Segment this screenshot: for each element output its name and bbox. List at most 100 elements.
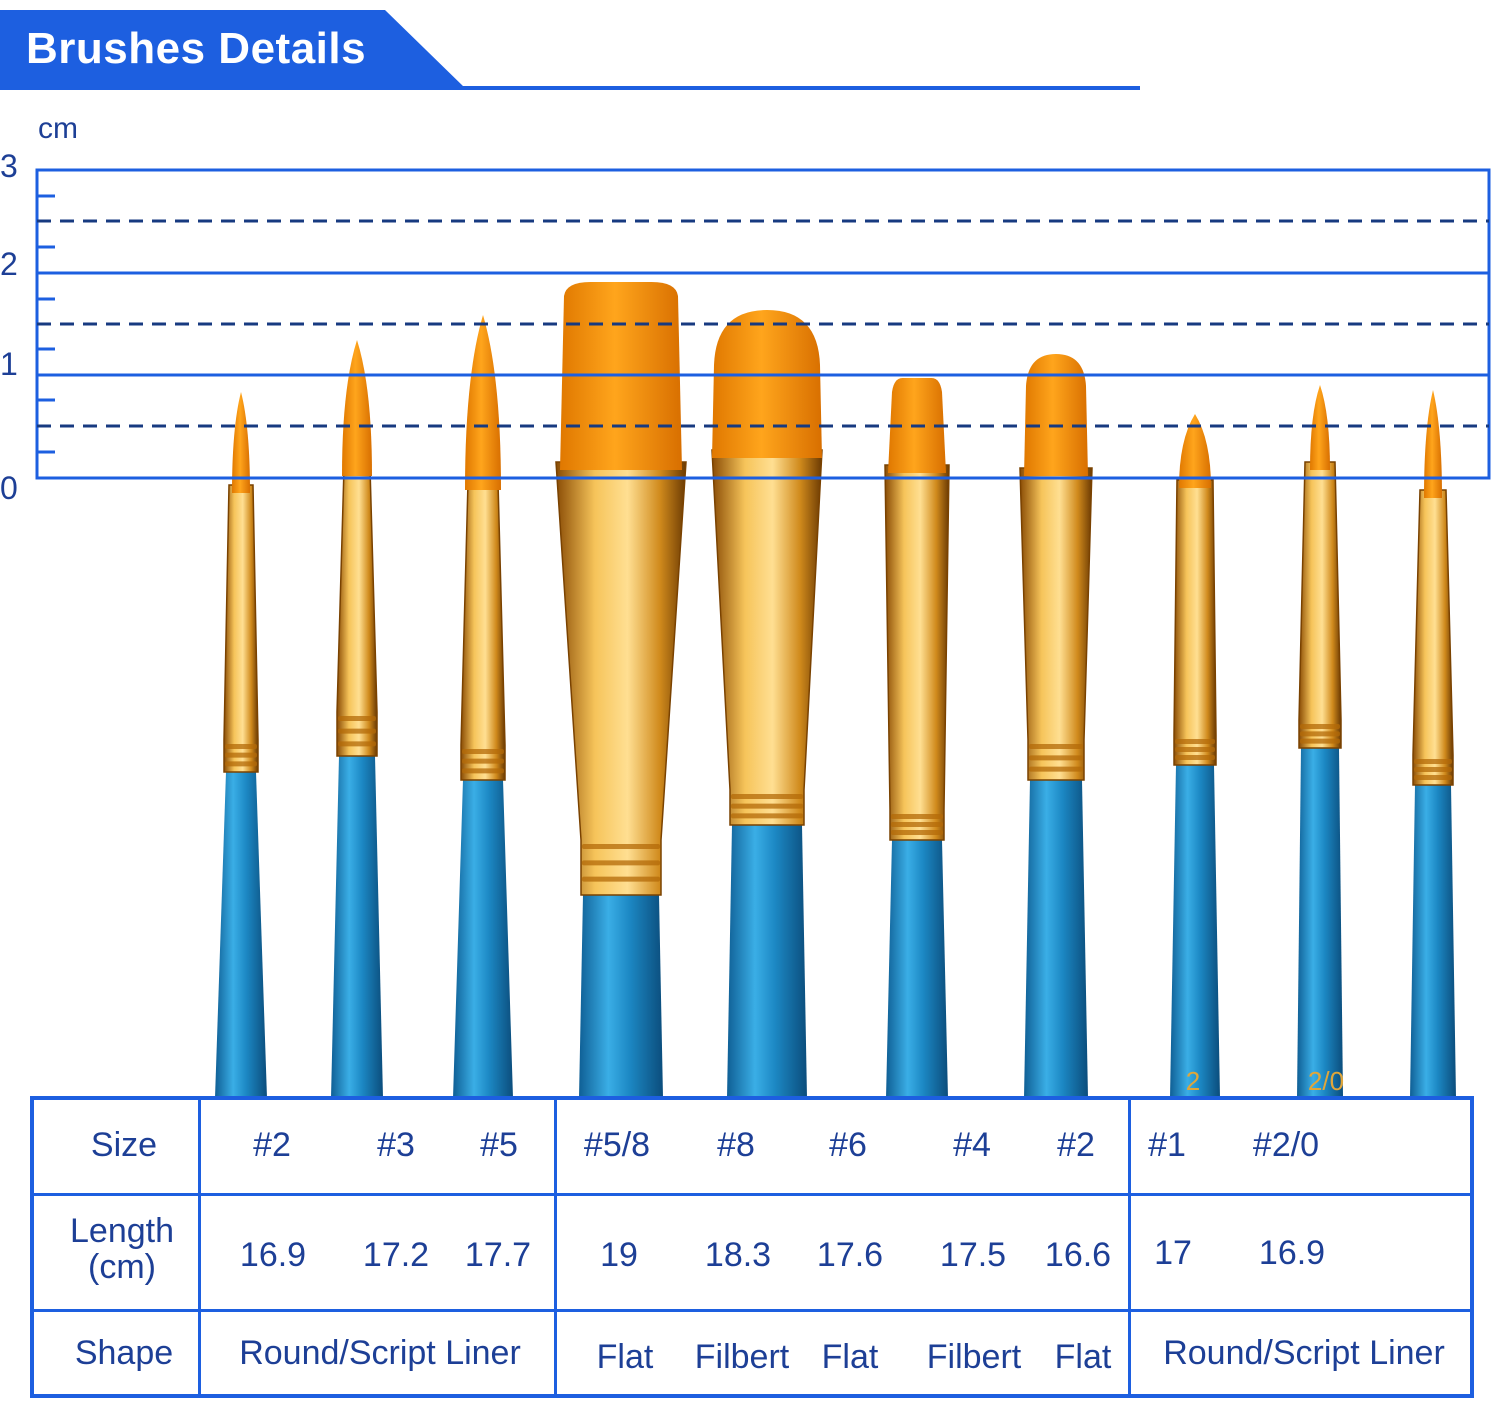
row-header-length: Length (cm) [70,1212,174,1286]
paint-brush [1410,390,1456,1098]
brush-crimp-ring [1175,739,1215,744]
ruler-ticks [37,194,55,454]
brush-crimp-ring [1414,775,1452,780]
ruler-label-2: 2 [0,246,18,282]
table-row-divider [34,1193,1470,1196]
brush-crimp-ring [582,860,660,866]
size-cell: #8 [717,1126,755,1164]
size-cell: #6 [829,1126,867,1164]
brush-ferrule [1412,489,1454,786]
paint-brush [884,378,950,1098]
size-cell: #2 [1057,1126,1095,1164]
brush-handle [1410,785,1456,1098]
brush-ferrule [1298,461,1342,749]
paint-brush [453,315,513,1098]
paint-brush [711,310,823,1098]
shape-cell: Filbert [694,1338,790,1376]
brush-crimp-ring [891,830,943,835]
size-cell: #1 [1148,1126,1186,1164]
brush-crimp-ring [225,752,257,758]
brush-crimp-ring [462,758,504,764]
brush-crimp-ring [891,822,943,827]
brush-ferrule [555,461,687,896]
table-row-divider [34,1309,1470,1312]
shape-cell: Flat [596,1338,654,1376]
size-cell: #5 [480,1126,518,1164]
shape-cell: Filbert [926,1338,1022,1376]
brush-crimp-ring [225,761,257,767]
brush-ferrule [1173,479,1217,766]
ruler-unit-label: cm [38,112,78,145]
length-cell: 16.6 [1044,1236,1112,1274]
length-cell: 17.2 [362,1236,430,1274]
brush-crimp-ring [891,814,943,819]
brush-crimp-ring [731,803,803,809]
paint-brush [215,392,267,1098]
brush-handle [1297,748,1343,1098]
table-col-divider [198,1100,201,1394]
brush-handle [1024,780,1088,1098]
brush-handle [579,895,663,1098]
shape-cell: Round/Script Liner [239,1334,521,1372]
length-cell: 16.9 [1258,1234,1326,1272]
ruler-label-0: 0 [0,470,18,506]
brush-handle [453,780,513,1098]
brush-crimp-ring [731,794,803,799]
length-cell: 19 [600,1236,638,1274]
shape-cell: Flat [1054,1338,1112,1376]
brush-crimp-ring [462,768,504,774]
brush-ferrule [460,481,506,781]
brush-handle [215,772,267,1098]
table-col-divider [554,1100,557,1394]
brushes-illustration: 2 2/0 [215,282,1456,1098]
page-title: Brushes Details [26,24,367,73]
brush-bristles [232,392,250,493]
brush-bristles [1424,390,1442,498]
brush-crimp-ring [1029,744,1083,749]
brush-crimp-ring [731,813,803,819]
spec-table: Size Length (cm) Shape #2 #3 #5 #5/8 #8 … [30,1096,1474,1398]
brush-crimp-ring [1029,766,1083,772]
brush-crimp-ring [1414,759,1452,764]
brush-ferrule [336,467,378,757]
length-cell: 17.5 [939,1236,1007,1274]
brush-bristles [465,315,501,490]
brush-ferrule [711,449,823,826]
brush-crimp-ring [338,716,376,721]
brush-crimp-ring [462,749,504,754]
length-cell: 17.7 [464,1236,532,1274]
handle-number-label: 2 [1186,1066,1200,1096]
brush-bristles [712,310,822,458]
brush-handle [886,840,948,1098]
handle-number-label: 2/0 [1308,1066,1344,1096]
shape-cell: Flat [821,1338,879,1376]
brush-bristles [1310,385,1330,470]
size-cell: #3 [377,1126,415,1164]
paint-brush [331,340,383,1098]
brush-crimp-ring [1300,731,1340,737]
brush-crimp-ring [225,744,257,749]
brush-crimp-ring [1175,755,1215,760]
paint-brush [1019,354,1093,1098]
brush-ferrule [884,464,950,841]
brush-crimp-ring [1175,747,1215,752]
brush-handle [1170,765,1220,1098]
brush-handle [331,756,383,1098]
ruler-label-3: 3 [0,148,18,184]
ruler-label-1: 1 [0,346,18,382]
size-cell: #2 [253,1126,291,1164]
brush-crimp-ring [582,844,660,849]
header-banner [0,10,465,88]
brush-crimp-ring [338,741,376,747]
length-cell: 18.3 [704,1236,772,1274]
length-cell: 17.6 [816,1236,884,1274]
paint-brush [1170,414,1220,1098]
row-header-size: Size [90,1126,158,1164]
table-col-divider [1128,1100,1131,1394]
brush-crimp-ring [338,728,376,734]
brush-crimp-ring [1300,738,1340,744]
length-cell: 17 [1154,1234,1192,1272]
header-underline [0,86,1140,90]
paint-brush [555,282,687,1098]
row-header-shape: Shape [74,1334,174,1372]
